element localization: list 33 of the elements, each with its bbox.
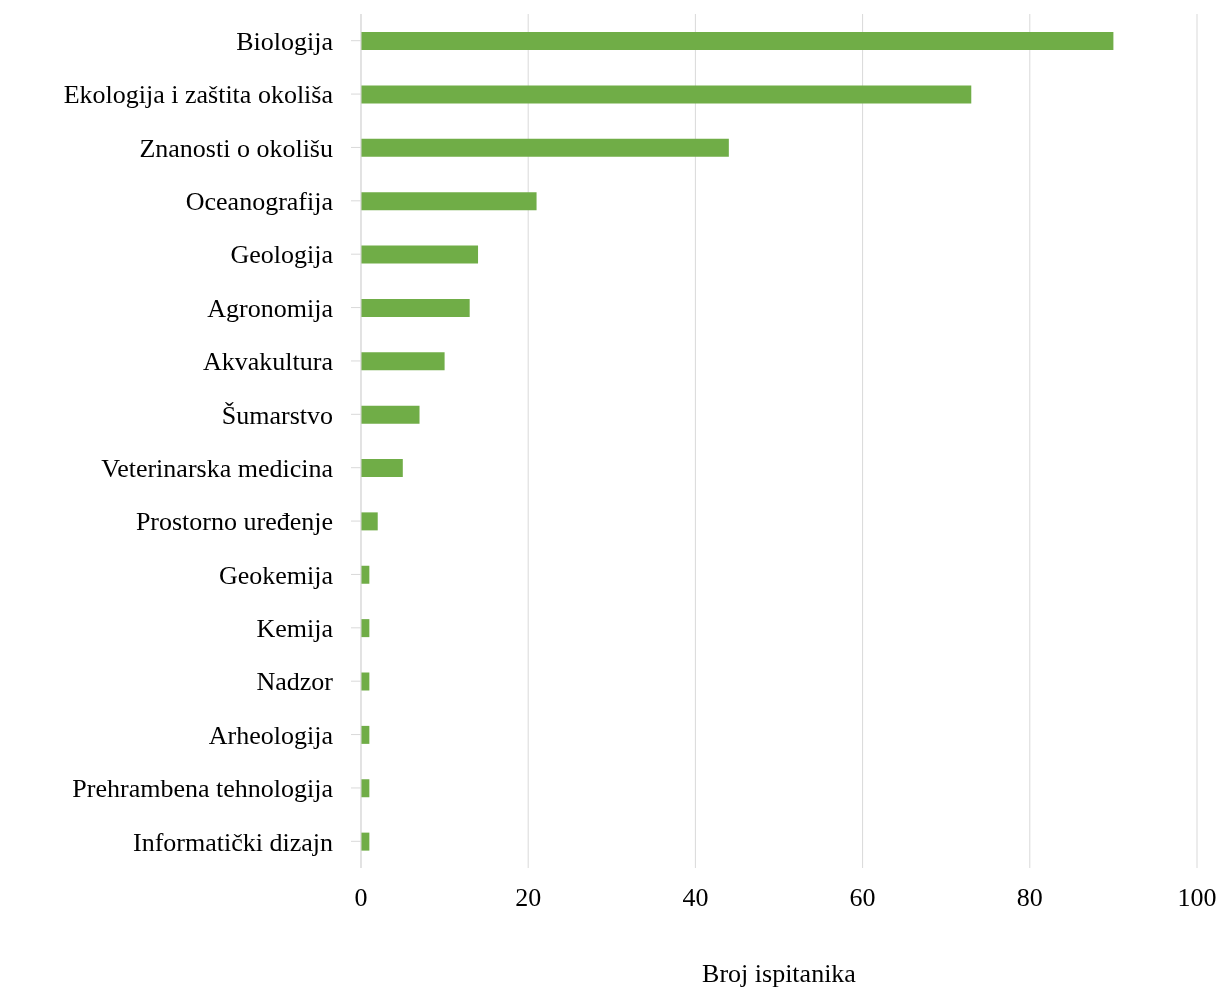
y-tick-label: Šumarstvo xyxy=(221,400,333,430)
y-tick-label: Prostorno uređenje xyxy=(135,507,333,537)
y-tick-label: Geologija xyxy=(230,240,334,270)
bar xyxy=(361,298,470,317)
x-tick-label: 20 xyxy=(515,883,542,913)
y-tick-label: Biologija xyxy=(236,26,334,56)
bar xyxy=(361,32,1114,50)
y-tick-label: Arheologija xyxy=(208,720,334,750)
y-tick-label: Veterinarska medicina xyxy=(101,453,334,483)
x-tick-label: 40 xyxy=(682,883,709,913)
y-tick-label: Prehrambena tehnologija xyxy=(72,774,334,804)
y-tick-label: Agronomija xyxy=(207,293,334,323)
y-tick-label: Akvakultura xyxy=(203,347,334,377)
bar xyxy=(361,192,537,211)
y-tick-label: Ekologija i zaštita okoliša xyxy=(63,80,334,110)
bar xyxy=(361,245,479,264)
y-tick-label: Oceanografija xyxy=(185,187,334,217)
bar xyxy=(361,512,378,531)
y-tick-label: Geokemija xyxy=(218,560,334,590)
y-tick-label: Informatički dizajn xyxy=(133,827,333,857)
x-tick-label: 60 xyxy=(849,883,876,913)
bar xyxy=(361,405,420,424)
bar xyxy=(361,138,729,157)
bar xyxy=(361,85,972,104)
y-tick-label: Kemija xyxy=(256,614,334,644)
y-tick-label: Nadzor xyxy=(256,667,334,697)
bar xyxy=(361,459,403,477)
bar xyxy=(361,352,445,371)
y-tick-label: Znanosti o okolišu xyxy=(139,133,333,163)
x-tick-label: 0 xyxy=(354,883,368,913)
x-axis-title: Broj ispitanika xyxy=(702,959,857,988)
x-tick-label: 80 xyxy=(1016,883,1043,913)
x-tick-label: 100 xyxy=(1177,883,1217,913)
